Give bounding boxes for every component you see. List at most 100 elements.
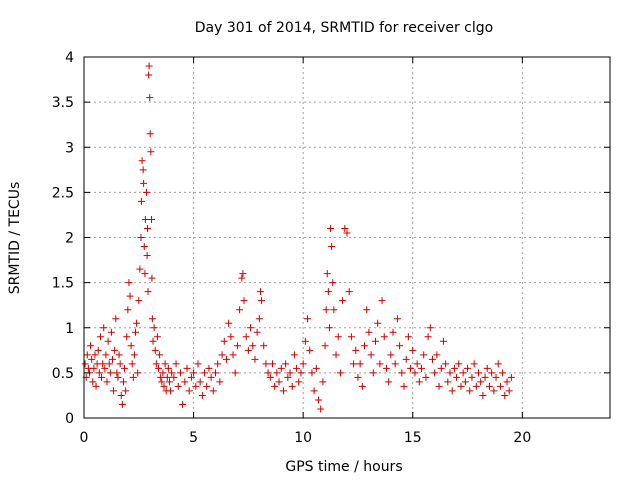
data-point	[256, 288, 264, 296]
data-point	[490, 387, 498, 395]
data-point	[385, 378, 393, 386]
data-point	[339, 297, 347, 305]
data-point	[479, 391, 487, 399]
data-point	[367, 351, 375, 359]
data-point	[485, 382, 493, 390]
data-point	[135, 297, 143, 305]
y-tick-label: 4	[65, 50, 74, 66]
data-point	[354, 373, 362, 381]
data-point	[496, 382, 504, 390]
data-point	[238, 274, 246, 282]
data-point	[172, 360, 180, 368]
data-point	[103, 378, 111, 386]
data-point	[106, 369, 114, 377]
data-point	[138, 157, 146, 165]
data-point	[96, 333, 104, 341]
data-point	[437, 364, 445, 372]
data-point	[214, 360, 222, 368]
data-point	[112, 315, 120, 323]
data-point	[216, 378, 224, 386]
data-point	[323, 270, 331, 278]
data-point	[116, 360, 124, 368]
data-point	[282, 360, 290, 368]
data-point	[329, 279, 337, 287]
data-point	[244, 346, 252, 354]
data-point	[374, 319, 382, 327]
data-point	[371, 337, 379, 345]
data-point	[330, 306, 338, 314]
data-point	[90, 364, 98, 372]
data-point	[439, 337, 447, 345]
data-point	[431, 369, 439, 377]
data-point	[140, 243, 148, 251]
data-point	[387, 351, 395, 359]
data-point	[422, 373, 430, 381]
data-point	[146, 130, 154, 138]
data-point	[332, 351, 340, 359]
data-point	[277, 364, 285, 372]
data-point	[365, 328, 373, 336]
data-point	[264, 369, 272, 377]
data-point	[268, 360, 276, 368]
data-point	[380, 333, 388, 341]
data-point	[327, 224, 335, 232]
data-point	[98, 373, 106, 381]
ticks: 0 5 10 15 20 0 0.5 1 1.5 2 2.5 3 3.5 4	[52, 50, 610, 446]
data-point	[91, 351, 99, 359]
data-point	[249, 342, 257, 350]
data-point	[148, 315, 156, 323]
data-point	[428, 355, 436, 363]
x-tick-label: 20	[513, 430, 531, 446]
grid	[84, 57, 610, 418]
data-point	[356, 360, 364, 368]
data-point	[108, 355, 116, 363]
data-point	[308, 369, 316, 377]
data-point	[151, 346, 159, 354]
data-point	[352, 346, 360, 354]
data-point	[121, 364, 129, 372]
data-point	[334, 333, 342, 341]
y-tick-label: 1.5	[52, 276, 74, 292]
data-point	[343, 229, 351, 237]
data-point	[163, 373, 171, 381]
data-point	[400, 382, 408, 390]
data-point	[145, 71, 153, 79]
data-point	[315, 396, 323, 404]
data-point	[398, 369, 406, 377]
data-point	[88, 355, 96, 363]
data-point	[201, 369, 209, 377]
data-point	[301, 337, 309, 345]
data-point	[363, 306, 371, 314]
data-point	[483, 364, 491, 372]
x-tick-label: 5	[189, 430, 198, 446]
data-point	[481, 373, 489, 381]
data-point	[105, 360, 113, 368]
data-point	[115, 351, 123, 359]
data-point	[312, 364, 320, 372]
data-point	[358, 382, 366, 390]
data-point	[310, 387, 318, 395]
x-axis-title: GPS time / hours	[285, 459, 402, 475]
data-point	[426, 324, 434, 332]
data-point	[141, 215, 149, 223]
data-point	[203, 382, 211, 390]
data-point	[194, 360, 202, 368]
data-point	[378, 297, 386, 305]
data-point	[286, 369, 294, 377]
data-point	[464, 364, 472, 372]
data-point	[225, 319, 233, 327]
data-point	[229, 351, 237, 359]
data-point	[361, 342, 369, 350]
data-point	[92, 382, 100, 390]
data-point	[174, 382, 182, 390]
data-point	[179, 400, 187, 408]
data-point	[111, 346, 119, 354]
data-point	[288, 382, 296, 390]
data-point	[129, 373, 137, 381]
data-point	[472, 382, 480, 390]
data-point	[183, 364, 191, 372]
data-point	[207, 373, 215, 381]
data-point	[222, 355, 230, 363]
data-point	[389, 328, 397, 336]
data-point	[165, 378, 173, 386]
